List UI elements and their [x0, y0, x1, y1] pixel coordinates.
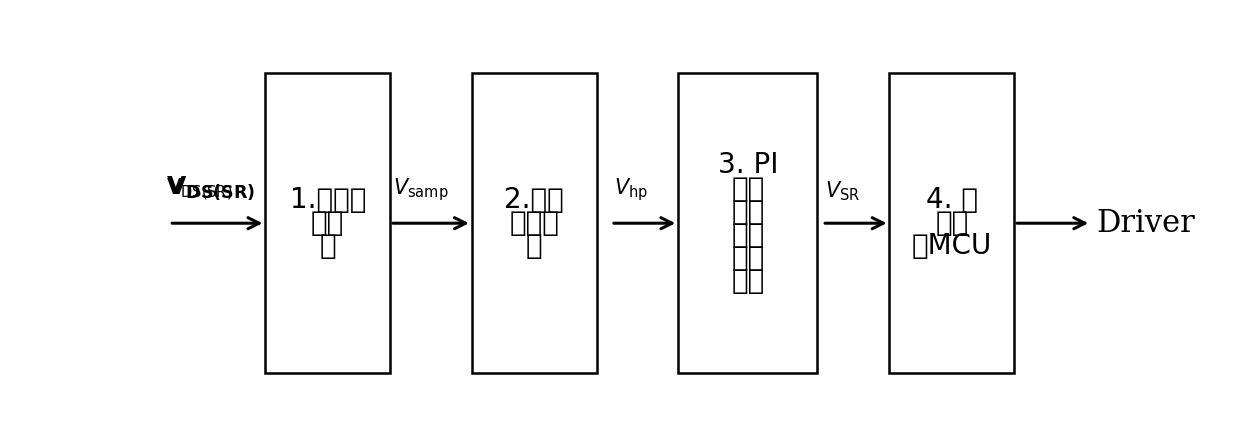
- Text: Driver: Driver: [1097, 208, 1194, 239]
- Text: $V_{\mathrm{hp}}$: $V_{\mathrm{hp}}$: [613, 176, 648, 203]
- Text: 滤波电: 滤波电: [509, 209, 559, 237]
- Text: 效値: 效値: [731, 221, 764, 249]
- Text: 1.电压采: 1.电压采: [290, 186, 366, 214]
- Text: 4. 微: 4. 微: [926, 186, 978, 214]
- Text: 电路: 电路: [731, 267, 764, 295]
- Text: 及有: 及有: [731, 198, 764, 226]
- Text: 检测: 检测: [731, 244, 764, 272]
- Text: 路: 路: [525, 232, 543, 260]
- Text: 样电: 样电: [311, 209, 344, 237]
- Text: $\mathbf{V}_{\mathbf{DS(SR)}}$: $\mathbf{V}_{\mathbf{DS(SR)}}$: [166, 175, 255, 203]
- Text: V$_{\mathrm{DS(SR)}}$: V$_{\mathrm{DS(SR)}}$: [166, 176, 233, 203]
- Bar: [472, 73, 597, 373]
- Text: 3. PI: 3. PI: [717, 152, 778, 179]
- Text: 路: 路: [320, 232, 336, 260]
- Text: 器MCU: 器MCU: [912, 232, 992, 260]
- Text: 补偿: 补偿: [731, 175, 764, 202]
- Text: 2.高通: 2.高通: [504, 186, 564, 214]
- Bar: [265, 73, 390, 373]
- Text: 控制: 控制: [935, 209, 969, 237]
- Text: $V_{\mathrm{samp}}$: $V_{\mathrm{samp}}$: [393, 176, 449, 203]
- Text: $V_{\mathrm{SR}}$: $V_{\mathrm{SR}}$: [825, 179, 860, 203]
- Bar: [678, 73, 818, 373]
- Bar: [890, 73, 1015, 373]
